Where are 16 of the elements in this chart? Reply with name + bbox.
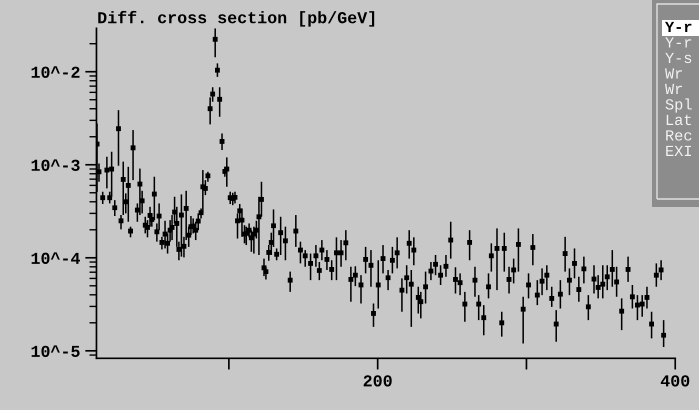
y-tick-label: 10^-4 <box>32 252 80 264</box>
annotation: Wr <box>665 84 682 94</box>
y-tick-label: 10^-3 <box>32 159 80 171</box>
annotation: Spl <box>666 98 692 113</box>
y-tick-label: 10^-2 <box>32 66 80 78</box>
x-tick-label: 200 <box>364 375 392 387</box>
annotation: Wr <box>665 68 682 78</box>
x-tick-label: 400 <box>660 375 690 387</box>
annotation: Y-r <box>665 37 692 48</box>
chart-title: Diff. cross section [pb/GeV] <box>98 10 374 27</box>
annotation: Y-r <box>665 22 692 32</box>
y-tick-label: 10^-5 <box>32 345 80 358</box>
annotation: EXI <box>666 146 691 156</box>
annotation: Rec <box>666 130 692 141</box>
annotation: Y-s <box>665 52 692 64</box>
annotation: Lat <box>666 114 691 126</box>
